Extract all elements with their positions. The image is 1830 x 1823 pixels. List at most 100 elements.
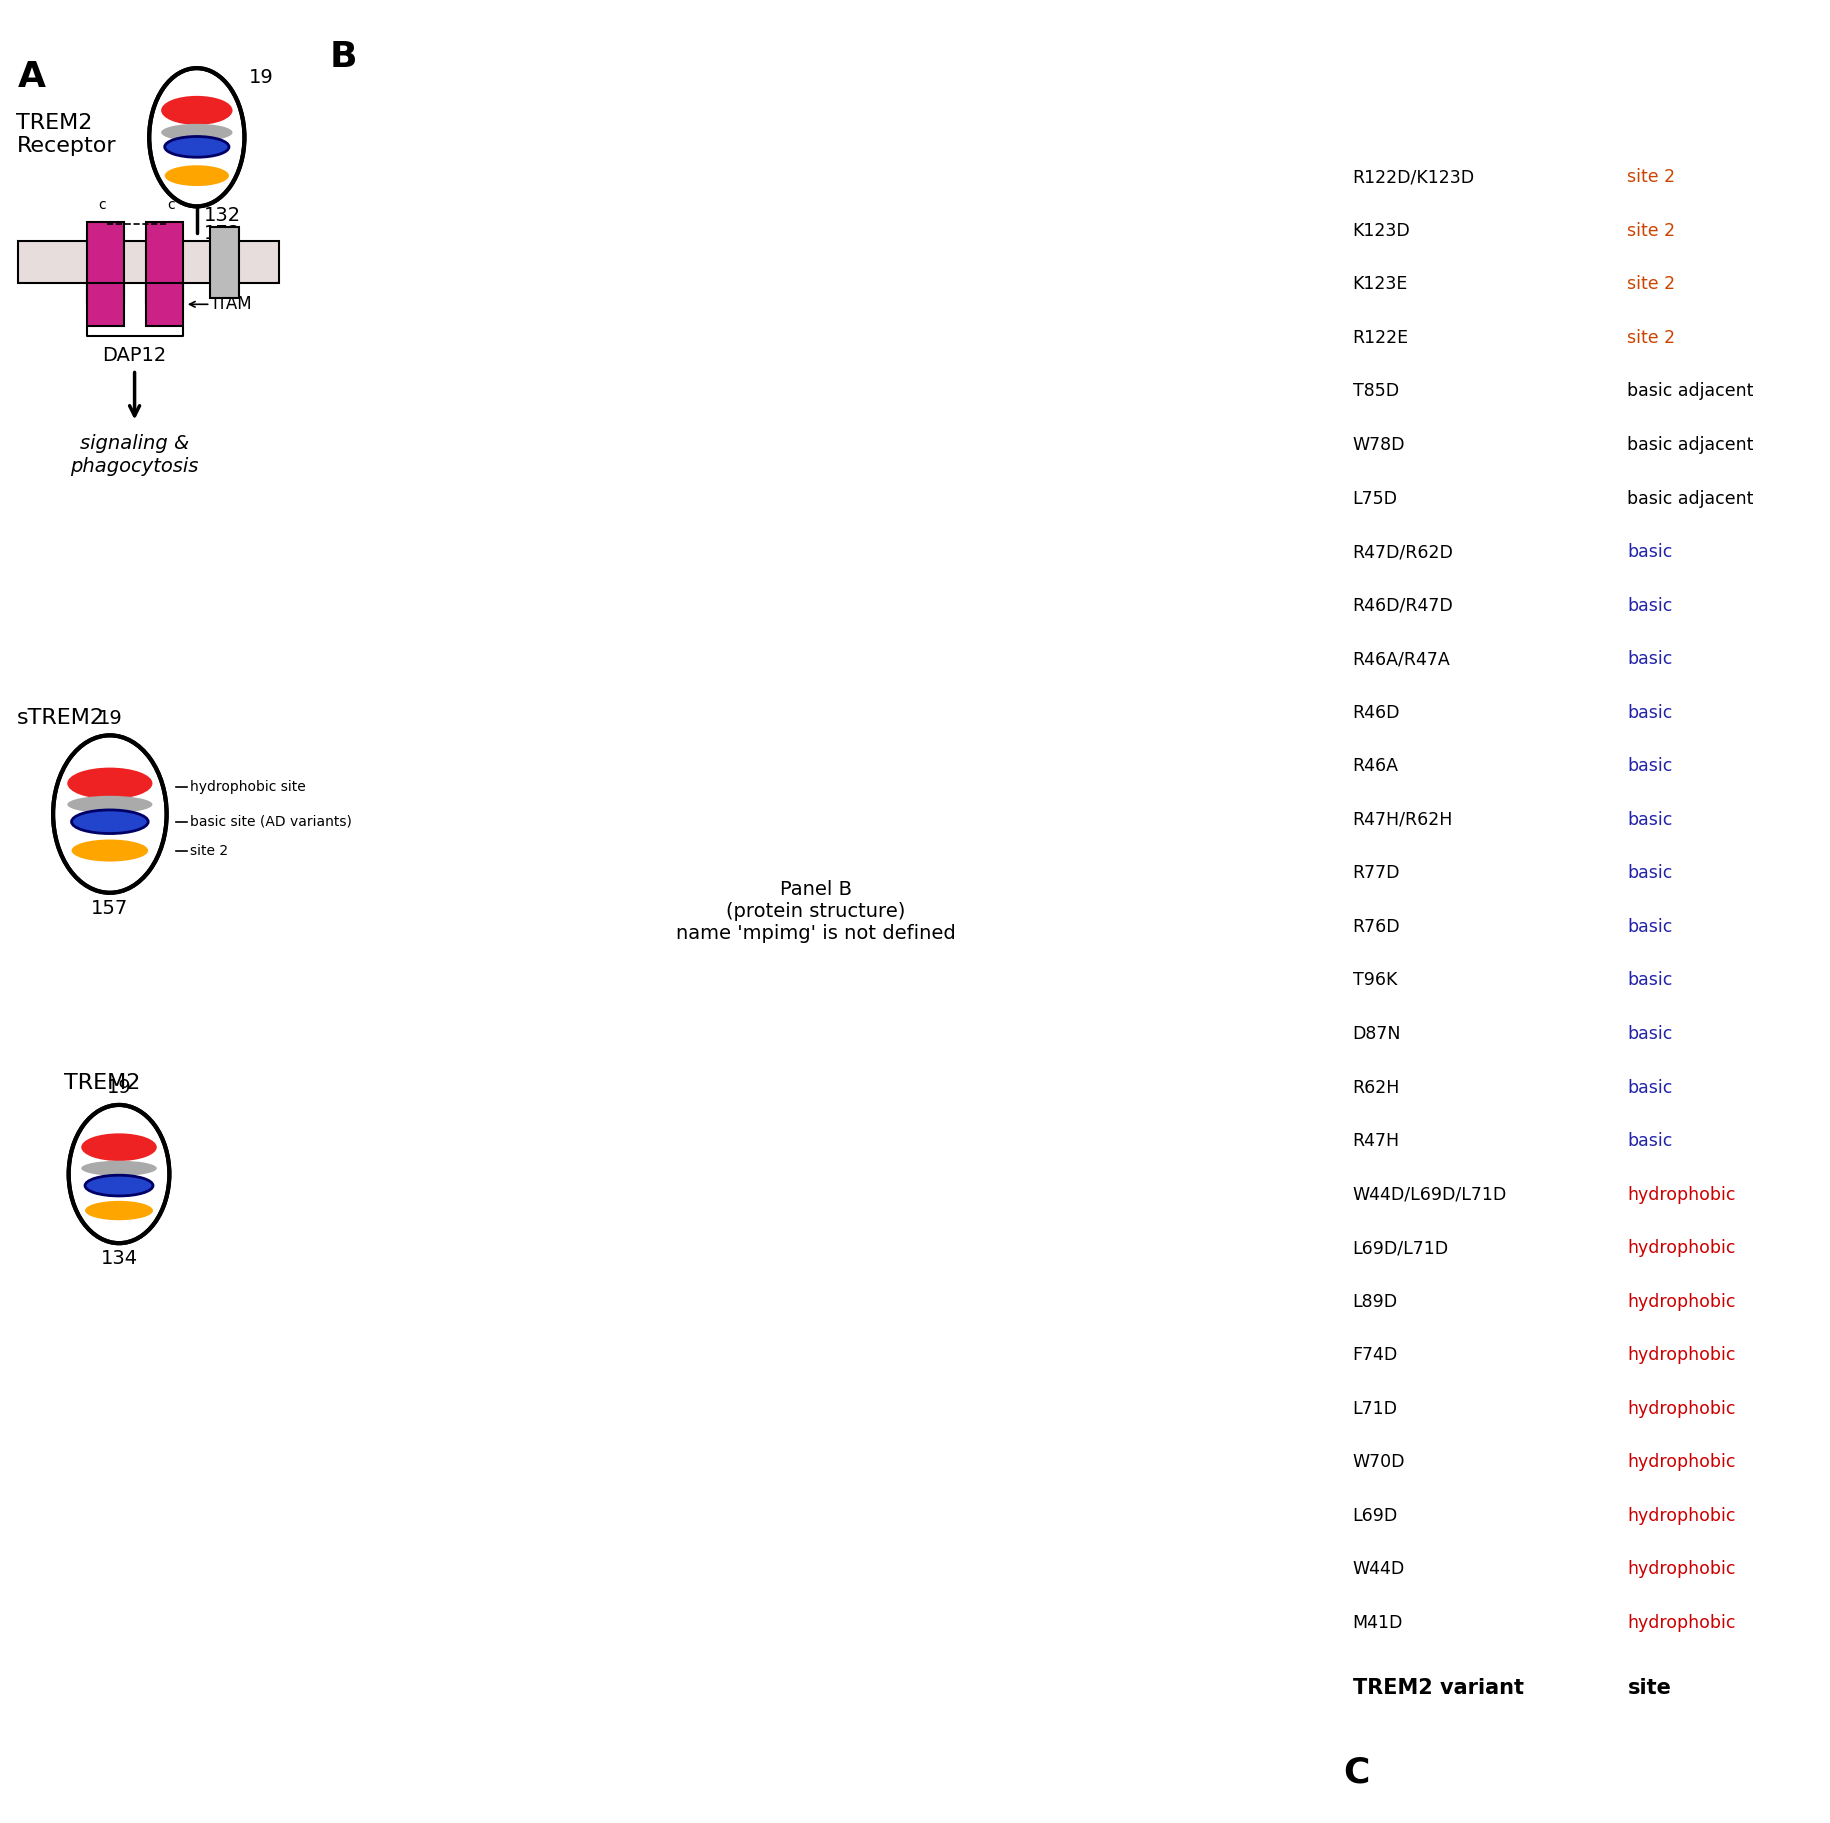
Text: 19: 19: [97, 709, 123, 727]
Bar: [88, 222, 124, 303]
Text: L71D: L71D: [1352, 1400, 1396, 1418]
Text: hydrophobic: hydrophobic: [1627, 1293, 1735, 1311]
Ellipse shape: [81, 1134, 157, 1161]
Text: TREM2: TREM2: [64, 1074, 141, 1094]
Text: R46A: R46A: [1352, 757, 1398, 775]
Text: basic: basic: [1627, 972, 1673, 990]
Text: L69D: L69D: [1352, 1508, 1396, 1524]
Text: R77D: R77D: [1352, 864, 1400, 882]
Text: hydrophobic: hydrophobic: [1627, 1345, 1735, 1364]
Bar: [146, 283, 183, 326]
Text: basic: basic: [1627, 651, 1673, 669]
Text: TREM2
Receptor: TREM2 Receptor: [16, 113, 115, 157]
Ellipse shape: [150, 67, 245, 206]
Text: basic: basic: [1627, 596, 1673, 614]
Text: W70D: W70D: [1352, 1453, 1404, 1471]
Ellipse shape: [165, 166, 229, 186]
Text: L69D/L71D: L69D/L71D: [1352, 1240, 1448, 1258]
Text: site 2: site 2: [190, 844, 227, 857]
Text: site 2: site 2: [1627, 328, 1674, 346]
Ellipse shape: [161, 124, 232, 140]
Text: 172: 172: [205, 224, 242, 242]
Text: B: B: [329, 40, 357, 75]
Text: basic: basic: [1627, 811, 1673, 829]
Text: hydrophobic: hydrophobic: [1627, 1508, 1735, 1524]
Text: site 2: site 2: [1627, 222, 1674, 241]
Text: ITAM: ITAM: [212, 295, 253, 314]
Text: basic adjacent: basic adjacent: [1627, 490, 1753, 507]
Ellipse shape: [161, 97, 232, 126]
Ellipse shape: [84, 1201, 154, 1220]
Text: basic adjacent: basic adjacent: [1627, 436, 1753, 454]
Ellipse shape: [84, 1176, 154, 1196]
Text: basic: basic: [1627, 864, 1673, 882]
Text: F74D: F74D: [1352, 1345, 1396, 1364]
Text: site 2: site 2: [1627, 168, 1674, 186]
Text: site: site: [1627, 1677, 1671, 1697]
Text: R122D/K123D: R122D/K123D: [1352, 168, 1473, 186]
Text: R47H: R47H: [1352, 1132, 1398, 1150]
Text: T96K: T96K: [1352, 972, 1396, 990]
Text: basic: basic: [1627, 1025, 1673, 1043]
Bar: [146, 222, 183, 303]
Text: basic: basic: [1627, 704, 1673, 722]
Text: R47D/R62D: R47D/R62D: [1352, 543, 1453, 561]
Text: Panel B
(protein structure)
name 'mpimg' is not defined: Panel B (protein structure) name 'mpimg'…: [675, 881, 955, 942]
Text: hydrophobic: hydrophobic: [1627, 1453, 1735, 1471]
Text: basic adjacent: basic adjacent: [1627, 383, 1753, 401]
Text: DAP12: DAP12: [102, 346, 167, 365]
Text: 157: 157: [92, 899, 128, 917]
Text: sTREM2: sTREM2: [16, 709, 104, 729]
Text: site 2: site 2: [1627, 275, 1674, 294]
Text: L89D: L89D: [1352, 1293, 1396, 1311]
Ellipse shape: [70, 1105, 170, 1243]
Text: K123E: K123E: [1352, 275, 1407, 294]
Text: K123D: K123D: [1352, 222, 1409, 241]
Text: T85D: T85D: [1352, 383, 1398, 401]
Text: R46D: R46D: [1352, 704, 1400, 722]
Ellipse shape: [81, 1161, 157, 1176]
Text: basic: basic: [1627, 757, 1673, 775]
Text: signaling &
phagocytosis: signaling & phagocytosis: [70, 434, 199, 476]
Text: TREM2 variant: TREM2 variant: [1352, 1677, 1523, 1697]
Text: basic site (AD variants): basic site (AD variants): [190, 815, 351, 829]
Text: c: c: [99, 199, 106, 211]
Ellipse shape: [68, 797, 152, 813]
Text: A: A: [18, 60, 46, 95]
Bar: [18, 241, 280, 283]
Bar: [88, 283, 124, 326]
Ellipse shape: [71, 809, 148, 833]
Text: M41D: M41D: [1352, 1613, 1402, 1632]
Text: W44D: W44D: [1352, 1560, 1404, 1579]
Text: W44D/L69D/L71D: W44D/L69D/L71D: [1352, 1185, 1506, 1203]
Text: hydrophobic: hydrophobic: [1627, 1400, 1735, 1418]
Text: 19: 19: [106, 1077, 132, 1097]
Ellipse shape: [71, 840, 148, 862]
Text: L75D: L75D: [1352, 490, 1396, 507]
Text: basic: basic: [1627, 543, 1673, 561]
Text: hydrophobic: hydrophobic: [1627, 1560, 1735, 1579]
Text: 132: 132: [205, 206, 242, 226]
Text: hydrophobic: hydrophobic: [1627, 1613, 1735, 1632]
Text: R122E: R122E: [1352, 328, 1407, 346]
Text: basic: basic: [1627, 1132, 1673, 1150]
Text: 19: 19: [249, 67, 274, 88]
Ellipse shape: [68, 767, 152, 798]
Text: c: c: [167, 199, 176, 211]
Text: R62H: R62H: [1352, 1079, 1400, 1096]
Text: basic: basic: [1627, 1079, 1673, 1096]
Text: R76D: R76D: [1352, 919, 1400, 935]
Text: R47H/R62H: R47H/R62H: [1352, 811, 1453, 829]
Ellipse shape: [165, 137, 229, 157]
Ellipse shape: [53, 735, 167, 893]
Text: hydrophobic site: hydrophobic site: [190, 780, 306, 795]
Bar: [209, 226, 238, 297]
Text: W78D: W78D: [1352, 436, 1404, 454]
Text: R46A/R47A: R46A/R47A: [1352, 651, 1449, 669]
Text: 134: 134: [101, 1249, 137, 1269]
Text: C: C: [1341, 1756, 1369, 1788]
Text: hydrophobic: hydrophobic: [1627, 1185, 1735, 1203]
Text: basic: basic: [1627, 919, 1673, 935]
Text: D87N: D87N: [1352, 1025, 1400, 1043]
Text: hydrophobic: hydrophobic: [1627, 1240, 1735, 1258]
